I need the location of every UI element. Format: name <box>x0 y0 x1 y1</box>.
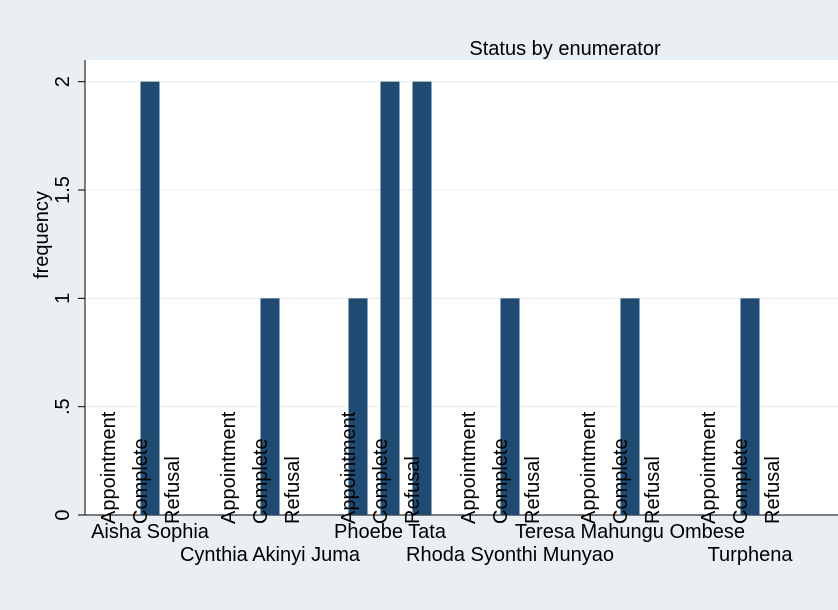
bar <box>260 298 280 515</box>
bar <box>500 298 520 515</box>
bar-category-label: Refusal <box>522 456 544 524</box>
bar-category-label: Refusal <box>162 456 184 524</box>
bar-category-label: Refusal <box>762 456 784 524</box>
bar-category-label: Refusal <box>642 456 664 524</box>
y-tick-label: 1.5 <box>52 176 74 204</box>
grid-lines <box>85 81 838 408</box>
bar-category-label: Complete <box>490 438 512 524</box>
bar <box>620 298 640 515</box>
bar <box>412 81 432 516</box>
bar-category-label: Complete <box>610 438 632 524</box>
chart-title: Status by enumerator <box>469 38 661 60</box>
group-label: Turphena <box>708 544 794 566</box>
bar-category-label: Complete <box>370 438 392 524</box>
y-axis-label: frequency <box>31 191 53 279</box>
bar-category-label: Complete <box>730 438 752 524</box>
bar <box>140 81 160 516</box>
group-label: Rhoda Syonthi Munyao <box>406 544 614 566</box>
bar <box>380 81 400 516</box>
y-tick-label: 0 <box>52 509 74 520</box>
bar-category-label: Appointment <box>338 411 360 524</box>
bar-category-label: Appointment <box>458 411 480 524</box>
bar-category-label: Appointment <box>698 411 720 524</box>
group-label: Cynthia Akinyi Juma <box>180 544 361 566</box>
y-tick-label: 2 <box>52 76 74 87</box>
bar-category-label: Refusal <box>282 456 304 524</box>
y-tick-label: 1 <box>52 293 74 304</box>
bar-category-label: Refusal <box>402 456 424 524</box>
plot-area <box>85 60 838 515</box>
bar <box>740 298 760 515</box>
bar-category-label: Appointment <box>218 411 240 524</box>
bar-category-label: Appointment <box>98 411 120 524</box>
y-ticks: 0 .5 1 1.5 2 <box>52 76 85 521</box>
group-label: Phoebe Tata <box>334 521 447 543</box>
bar-category-label: Appointment <box>578 411 600 524</box>
group-label: Aisha Sophia <box>91 521 210 543</box>
bar <box>348 298 368 515</box>
bar-category-label: Complete <box>250 438 272 524</box>
y-tick-label: .5 <box>52 398 74 415</box>
group-label: Teresa Mahungu Ombese <box>515 521 745 543</box>
bar-labels: Appointment Complete Refusal Appointment Com… <box>98 411 784 524</box>
bar-category-label: Complete <box>130 438 152 524</box>
bars <box>140 81 760 516</box>
